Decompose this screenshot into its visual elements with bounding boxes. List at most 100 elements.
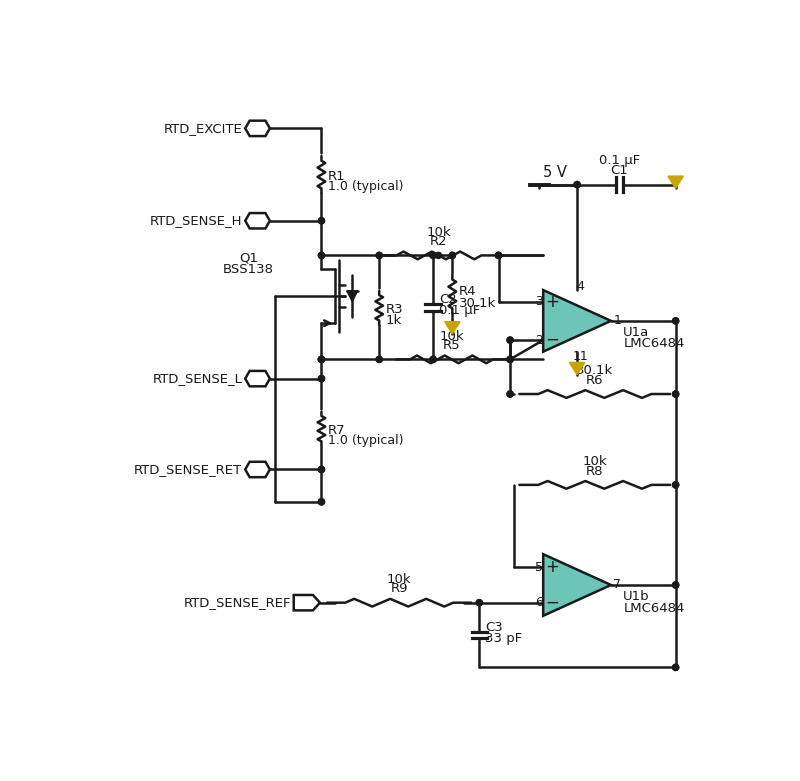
Polygon shape [543,555,611,615]
Circle shape [376,252,382,259]
Circle shape [318,356,325,362]
Circle shape [318,466,325,473]
Text: −: − [546,331,559,349]
Text: 4: 4 [576,280,584,294]
Text: +: + [546,558,559,576]
Circle shape [673,482,678,488]
Circle shape [507,356,513,362]
Circle shape [673,482,678,488]
Circle shape [318,218,325,224]
Circle shape [318,466,325,473]
Circle shape [430,252,436,259]
Circle shape [318,376,325,382]
Text: RTD_SENSE_L: RTD_SENSE_L [152,372,242,385]
Text: 10k: 10k [582,455,607,469]
Circle shape [318,252,325,259]
Circle shape [507,391,513,397]
Text: R1: R1 [328,169,346,183]
Text: 33 pF: 33 pF [486,632,522,644]
Text: 0.1 μF: 0.1 μF [439,304,481,317]
Text: 11: 11 [572,350,588,363]
Text: RTD_SENSE_REF: RTD_SENSE_REF [184,596,291,609]
Text: 5: 5 [534,561,542,574]
Text: 7: 7 [613,579,621,591]
Polygon shape [668,176,683,188]
Text: 2: 2 [534,333,542,347]
Circle shape [673,318,678,324]
Circle shape [673,582,678,588]
Text: 1.0 (typical): 1.0 (typical) [328,434,403,448]
Text: R3: R3 [386,303,403,316]
Circle shape [430,252,436,259]
Text: Q1: Q1 [239,251,258,264]
Text: R7: R7 [328,424,346,437]
Text: 1: 1 [613,315,621,327]
Circle shape [507,337,513,343]
Circle shape [318,499,325,505]
Circle shape [318,252,325,259]
Text: C3: C3 [486,621,503,634]
Circle shape [450,252,455,259]
Circle shape [507,337,513,343]
Circle shape [476,600,482,606]
Text: LMC6484: LMC6484 [623,337,685,351]
Circle shape [673,391,678,397]
Text: 1k: 1k [386,314,402,326]
Circle shape [450,252,455,259]
Polygon shape [294,595,320,611]
Text: 5 V: 5 V [543,165,567,180]
Text: 0.1 μF: 0.1 μF [599,154,640,167]
Text: RTD_SENSE_RET: RTD_SENSE_RET [134,463,242,476]
Circle shape [574,181,580,187]
Polygon shape [246,371,270,387]
Text: 3: 3 [534,295,542,308]
Text: +: + [546,293,559,311]
Circle shape [376,252,382,259]
Circle shape [495,252,502,259]
Circle shape [495,252,502,259]
Circle shape [430,356,436,362]
Text: RTD_EXCITE: RTD_EXCITE [163,122,242,135]
Circle shape [673,582,678,588]
Circle shape [574,181,580,187]
Text: 10k: 10k [439,330,464,343]
Circle shape [376,356,382,362]
Text: 10k: 10k [387,573,411,586]
Circle shape [318,356,325,362]
Circle shape [318,218,325,224]
Text: BSS138: BSS138 [222,262,274,276]
Circle shape [673,391,678,397]
Circle shape [318,499,325,505]
Circle shape [507,356,513,362]
Text: R9: R9 [390,583,408,595]
Text: R6: R6 [586,373,603,387]
Circle shape [376,356,382,362]
Circle shape [507,356,513,362]
Text: 30.1k: 30.1k [458,297,496,309]
Circle shape [673,318,678,324]
Text: R8: R8 [586,465,603,477]
Text: 30.1k: 30.1k [576,365,614,377]
Text: −: − [546,594,559,612]
Text: R4: R4 [458,285,476,298]
Circle shape [435,252,442,259]
Circle shape [673,665,678,670]
Text: U1a: U1a [623,326,650,339]
Polygon shape [246,462,270,477]
Circle shape [495,252,502,259]
Polygon shape [543,290,611,351]
Text: 6: 6 [534,596,542,609]
Text: RTD_SENSE_H: RTD_SENSE_H [150,214,242,227]
Polygon shape [445,322,460,334]
Circle shape [318,376,325,382]
Polygon shape [347,291,358,301]
Text: 10k: 10k [426,226,451,239]
Text: R5: R5 [442,339,460,352]
Text: C1: C1 [610,164,628,177]
Text: C2: C2 [439,293,457,306]
Polygon shape [570,362,585,375]
Circle shape [673,665,678,670]
Circle shape [507,391,513,397]
Text: U1b: U1b [623,590,650,603]
Circle shape [318,356,325,362]
